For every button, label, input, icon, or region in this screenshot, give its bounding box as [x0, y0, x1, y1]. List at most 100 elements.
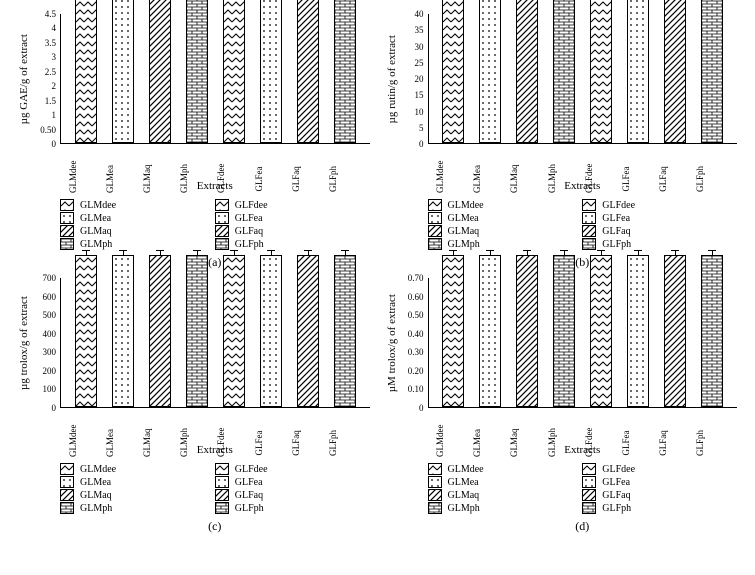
legend-item-GLFea: GLFea	[582, 476, 737, 488]
bar-GLMph	[186, 0, 208, 143]
x-tick-label: GLFdee	[216, 165, 250, 193]
legend-label: GLFdee	[602, 200, 635, 211]
y-tick: 10	[415, 107, 424, 117]
legend-label: GLFdee	[235, 464, 268, 475]
plot-area	[60, 14, 370, 144]
y-tick: 30	[415, 42, 424, 52]
legend-item-GLFaq: GLFaq	[215, 489, 370, 501]
y-tick: 0.60	[408, 292, 424, 302]
legend-label: GLMaq	[448, 226, 480, 237]
legend-item-GLMaq: GLMaq	[60, 225, 215, 237]
legend-item-GLMdee: GLMdee	[60, 199, 215, 211]
bar-GLFaq	[297, 0, 319, 143]
y-tick: 0	[52, 139, 57, 149]
legend-item-GLMea: GLMea	[428, 476, 583, 488]
y-tick: 700	[43, 273, 57, 283]
x-tick-label: GLFph	[695, 429, 729, 457]
panel-c: µg trolox/g of extract010020030040050060…	[10, 274, 378, 538]
bar-GLMea	[479, 0, 501, 143]
legend: GLMdeeGLMeaGLMaqGLMphGLFdeeGLFeaGLFaqGLF…	[60, 462, 370, 515]
legend-label: GLMph	[448, 239, 480, 250]
y-tick: 2.5	[45, 67, 56, 77]
legend-item-GLFdee: GLFdee	[582, 463, 737, 475]
bar-GLMaq	[149, 0, 171, 143]
y-axis-label: µg rutin/g of extract	[386, 35, 398, 124]
x-tick-label: GLFaq	[658, 165, 692, 193]
x-tick-label: GLFaq	[291, 165, 325, 193]
y-tick: 5	[419, 123, 424, 133]
legend-item-GLMaq: GLMaq	[428, 225, 583, 237]
y-tick: 35	[415, 25, 424, 35]
legend-label: GLMaq	[80, 226, 112, 237]
x-tick-label: GLMph	[547, 429, 581, 457]
legend-label: GLFph	[602, 503, 631, 514]
panel-letter: (d)	[428, 519, 738, 534]
y-tick: 0	[419, 403, 424, 413]
legend-item-GLMph: GLMph	[428, 238, 583, 250]
legend-item-GLMph: GLMph	[428, 502, 583, 514]
bar-GLMaq	[516, 255, 538, 407]
y-tick: 0.70	[408, 273, 424, 283]
panel-letter: (a)	[60, 255, 370, 270]
y-tick: 1	[52, 110, 57, 120]
x-tick-label: GLFaq	[291, 429, 325, 457]
bar-GLFaq	[297, 255, 319, 407]
legend-label: GLFaq	[235, 490, 263, 501]
y-tick: 0.50	[408, 310, 424, 320]
legend-label: GLMea	[448, 213, 479, 224]
legend-item-GLFph: GLFph	[215, 238, 370, 250]
bar-GLFph	[701, 0, 723, 143]
bar-GLFph	[334, 255, 356, 407]
legend-label: GLMph	[80, 239, 112, 250]
legend-item-GLFph: GLFph	[582, 502, 737, 514]
y-tick: 4	[52, 23, 57, 33]
y-tick: 4.5	[45, 9, 56, 19]
legend-label: GLMdee	[448, 464, 484, 475]
x-tick-label: GLMea	[472, 429, 506, 457]
bar-GLMdee	[75, 255, 97, 407]
bar-GLMdee	[442, 0, 464, 143]
bar-GLFaq	[664, 0, 686, 143]
x-tick-label: GLMea	[472, 165, 506, 193]
y-tick: 0.20	[408, 366, 424, 376]
panel-letter: (b)	[428, 255, 738, 270]
legend-item-GLMaq: GLMaq	[60, 489, 215, 501]
y-tick: 15	[415, 90, 424, 100]
legend: GLMdeeGLMeaGLMaqGLMphGLFdeeGLFeaGLFaqGLF…	[428, 198, 738, 251]
legend-item-GLMea: GLMea	[428, 212, 583, 224]
legend-label: GLMaq	[448, 490, 480, 501]
bar-GLMea	[479, 255, 501, 407]
legend-label: GLMea	[448, 477, 479, 488]
y-axis-label: µM trolox/g of extract	[386, 294, 398, 392]
x-tick-label: GLMea	[105, 429, 139, 457]
x-tick-label: GLFph	[328, 165, 362, 193]
legend-label: GLFaq	[602, 226, 630, 237]
y-tick: 400	[43, 329, 57, 339]
legend-label: GLFea	[235, 213, 263, 224]
legend-item-GLFea: GLFea	[582, 212, 737, 224]
legend: GLMdeeGLMeaGLMaqGLMphGLFdeeGLFeaGLFaqGLF…	[428, 462, 738, 515]
legend-label: GLMdee	[80, 200, 116, 211]
x-tick-label: GLMaq	[142, 429, 176, 457]
x-tick-label: GLFdee	[584, 165, 618, 193]
bar-GLMaq	[149, 255, 171, 407]
bar-GLFph	[334, 0, 356, 143]
legend-item-GLFdee: GLFdee	[215, 199, 370, 211]
legend-item-GLMea: GLMea	[60, 476, 215, 488]
x-tick-label: GLMdee	[68, 429, 102, 457]
x-tick-label: GLMdee	[68, 165, 102, 193]
x-tick-label: GLFea	[254, 165, 288, 193]
bar-GLFdee	[223, 0, 245, 143]
legend-item-GLFph: GLFph	[582, 238, 737, 250]
legend-item-GLMdee: GLMdee	[428, 463, 583, 475]
x-tick-label: GLMea	[105, 165, 139, 193]
bar-GLFaq	[664, 255, 686, 407]
bar-GLFdee	[590, 0, 612, 143]
y-tick: 0	[52, 403, 57, 413]
bar-GLMdee	[75, 0, 97, 143]
x-tick-label: GLMaq	[509, 429, 543, 457]
x-tick-label: GLFph	[695, 165, 729, 193]
legend-item-GLFdee: GLFdee	[215, 463, 370, 475]
bar-GLFea	[627, 255, 649, 407]
x-tick-label: GLFdee	[584, 429, 618, 457]
